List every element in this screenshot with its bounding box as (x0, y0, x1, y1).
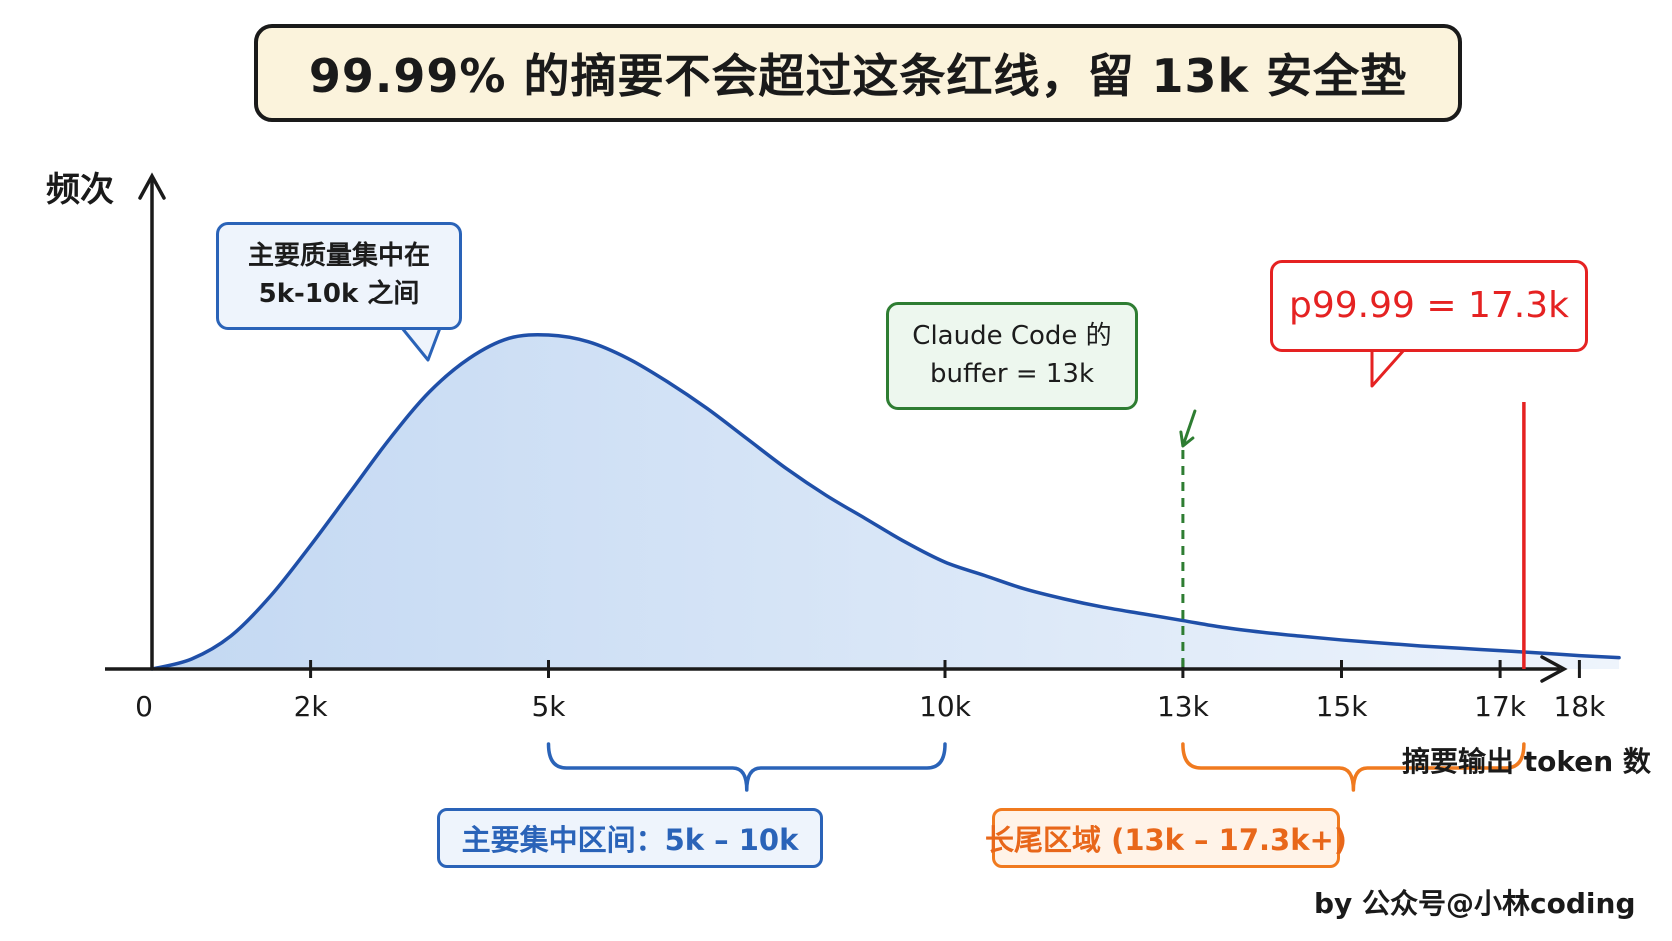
annotation-p9999: p99.99 = 17.3k (1270, 260, 1588, 352)
range-brace-tail (1181, 742, 1526, 792)
chart-title: 99.99% 的摘要不会超过这条红线，留 13k 安全垫 (254, 24, 1462, 122)
range-brace-main (546, 742, 947, 792)
distribution-area-fill (152, 334, 1620, 669)
p9999-pointer-tail (1370, 348, 1406, 388)
annotation-buffer-line-1: Claude Code 的 (912, 321, 1112, 352)
x-axis-label: 摘要输出 token 数 (1402, 745, 1651, 778)
x-tick-label-6: 17k (1474, 690, 1527, 723)
x-tick-label-3: 10k (919, 690, 972, 723)
buffer-pointer-icon (1179, 409, 1197, 448)
x-axis-arrow-icon (1540, 655, 1568, 683)
annotation-buffer-line-2: buffer = 13k (929, 359, 1095, 389)
main-mass-pointer-tail (400, 326, 442, 362)
annotation-main-mass-line-1: 主要质量集中在 (247, 241, 430, 272)
annotation-p9999-line-1: p99.99 = 17.3k (1289, 284, 1569, 326)
y-axis-label: 频次 (46, 170, 114, 210)
credit-text: by 公众号@小林coding (1314, 887, 1636, 920)
distribution-curve (150, 332, 1621, 671)
x-tick-label-0: 0 (135, 690, 153, 723)
range-label-tail: 长尾区域 (13k – 17.3k+) (985, 808, 1347, 868)
annotation-main-mass-line-2: 5k-10k 之间 (258, 279, 420, 309)
x-tick-label-2: 5k (531, 690, 566, 723)
y-axis-arrow-icon (138, 172, 166, 200)
x-tick-label-5: 15k (1316, 690, 1369, 723)
range-label-main: 主要集中区间：5k – 10k (437, 808, 823, 868)
x-tick-label-7: 18k (1553, 690, 1606, 723)
x-tick-label-4: 13k (1157, 690, 1210, 723)
annotation-buffer: Claude Code 的 buffer = 13k (886, 302, 1138, 410)
annotation-main-mass: 主要质量集中在 5k-10k 之间 (216, 222, 462, 330)
x-tick-label-1: 2k (294, 690, 329, 723)
